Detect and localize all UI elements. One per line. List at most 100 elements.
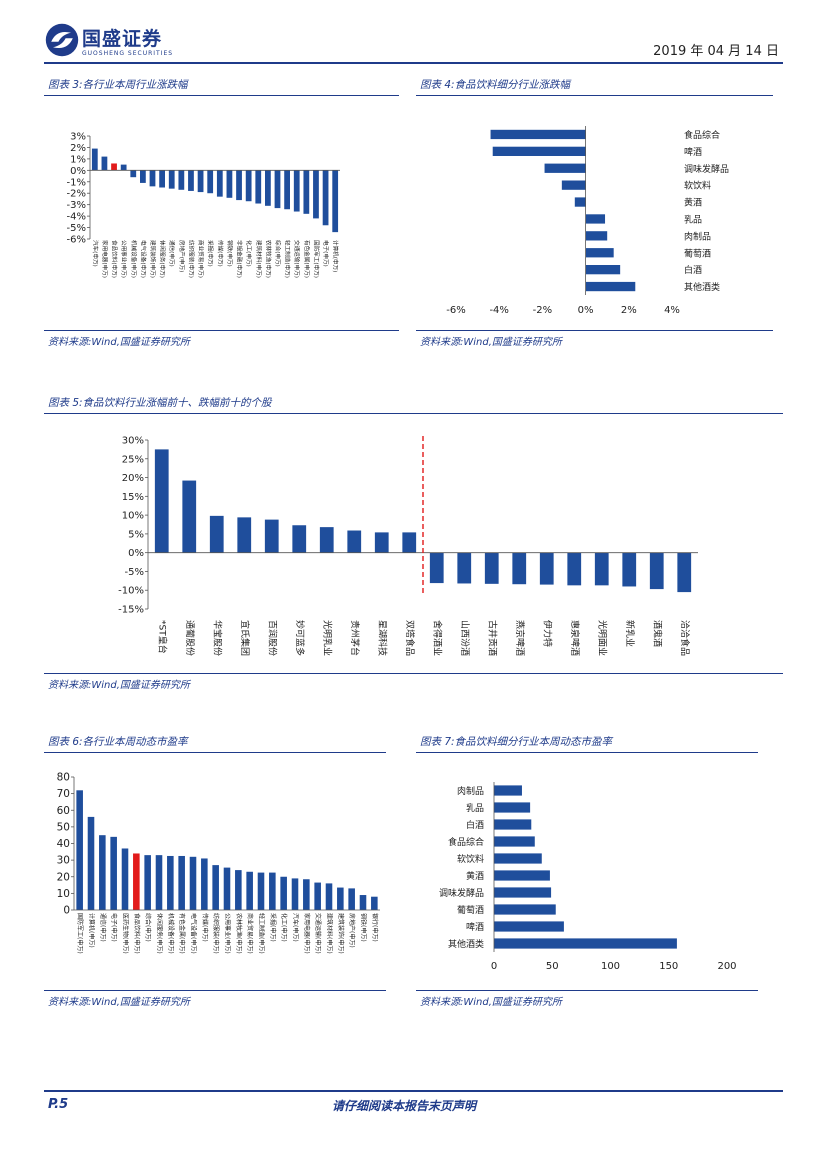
- fig6-caption: 图表 6:各行业本周动态市盈率: [48, 736, 188, 748]
- fig5-category-label: 华宝股份: [211, 620, 223, 656]
- fig5-bottom-rule: [44, 673, 783, 674]
- fig3-bar: [159, 170, 165, 188]
- fig4-bar: [585, 231, 608, 241]
- fig6-ytick-label: 80: [57, 772, 70, 784]
- fig6-category-label: 休闲服务(申万): [156, 913, 164, 954]
- fig4-category-label: 食品综合: [684, 129, 720, 141]
- fig3-bar: [265, 170, 271, 206]
- fig3-bar: [245, 170, 252, 202]
- fig4-category-label: 肉制品: [684, 230, 711, 242]
- fig3-category-label: 休闲服务(申万): [159, 240, 167, 278]
- fig4-category-label: 白酒: [684, 264, 702, 276]
- fig3-bar: [332, 170, 339, 233]
- fig4-bar: [574, 197, 586, 207]
- header-divider: [44, 62, 783, 64]
- report-date: 2019 年 04 月 14 日: [653, 44, 779, 59]
- fig6-chart: 80 70 60 50 40 30 20 10 0 国防军工(申万) 计算机(申万) 通信(申万) 电子…: [57, 772, 380, 954]
- fig5-bar: [154, 449, 169, 553]
- fig6-source: 资料来源:Wind,国盛证券研究所: [48, 997, 190, 1008]
- fig6-bottom-rule: [44, 990, 386, 991]
- fig6-category-label: 银行(申万): [371, 913, 379, 942]
- fig5-chart: 30% 25% 20% 15% 10% 5% 0% -5% -10% -15% *ST皇台 通葡股份 华…: [118, 436, 698, 656]
- fig5-bar: [594, 552, 609, 586]
- fig5-bar: [374, 532, 389, 553]
- fig5-category-label: 山西汾酒: [459, 620, 470, 656]
- fig6-bar: [76, 790, 83, 910]
- fig7-bar: [494, 870, 550, 881]
- fig4-caption: 图表 4:食品饮料细分行业涨跌幅: [420, 79, 571, 91]
- fig7-category-label: 食品综合: [448, 836, 484, 848]
- fig3-bar: [284, 170, 290, 210]
- fig5-bar: [457, 552, 472, 584]
- fig6-category-label: 医药生物(申万): [122, 913, 130, 954]
- fig3-ytick-label: -5%: [67, 223, 86, 234]
- fig3-category-label: 汽车(申万): [91, 240, 99, 267]
- fig3-category-label: 传媒(申万): [216, 240, 224, 267]
- fig7-bar: [494, 938, 677, 949]
- fig6-category-label: 计算机(申万): [88, 913, 96, 948]
- fig6-ytick-label: 0: [63, 905, 70, 917]
- fig7-bar: [494, 887, 552, 898]
- fig7-bar: [494, 904, 556, 915]
- fig6-category-label: 食品饮料(申万): [133, 913, 141, 954]
- fig6-bar: [257, 872, 265, 910]
- fig6-top-rule: [44, 752, 386, 753]
- fig3-chart: 3%2%1%0%-1%-2%-3%-4%-5%-6% 汽车(申万) 家用电器(申万)…: [67, 132, 340, 278]
- fig6-bar: [99, 835, 106, 910]
- brand-subtitle: GUOSHENG SECURITIES: [82, 50, 174, 57]
- fig5-category-label: 双塔食品: [404, 620, 416, 656]
- fig6-category-label: 有色金属(申万): [178, 913, 186, 954]
- fig5-bar: [567, 552, 582, 586]
- fig4-bar: [585, 214, 606, 224]
- fig3-category-label: 纺织服装(申万): [187, 240, 195, 278]
- fig5-bar: [622, 552, 637, 587]
- fig6-bar: [337, 887, 344, 910]
- fig3-category-label: 公用事业(申万): [120, 240, 128, 278]
- fig6-category-label: 钢铁(申万): [360, 913, 368, 942]
- fig6-category-label: 机械设备(申万): [167, 913, 175, 954]
- fig5-category-label: 百润股份: [266, 620, 278, 656]
- fig4-category-label: 调味发酵品: [684, 163, 729, 175]
- fig3-bar: [226, 170, 233, 198]
- fig3-bar: [168, 170, 175, 189]
- fig4-bar: [492, 146, 586, 156]
- fig3-category-label: 农林牧渔(申万): [264, 240, 272, 278]
- fig5-category-label: 光明面业: [596, 620, 608, 656]
- fig5-bar: [182, 480, 197, 553]
- fig6-category-label: 公用事业(申万): [224, 913, 232, 954]
- fig7-category-label: 啤酒: [466, 921, 484, 933]
- fig3-ytick-label: 1%: [70, 154, 86, 165]
- fig6-category-label: 农林牧渔(申万): [235, 913, 243, 954]
- fig6-bar: [178, 855, 185, 910]
- fig5-ytick-label: -10%: [118, 586, 144, 597]
- fig3-ytick-label: 3%: [70, 132, 86, 143]
- fig7-category-label: 其他酒类: [448, 938, 484, 950]
- fig4-xtick-label: -4%: [489, 305, 508, 316]
- fig6-bar: [201, 858, 208, 910]
- fig7-xtick-label: 200: [717, 961, 736, 972]
- fig7-category-label: 软饮料: [457, 853, 484, 865]
- fig7-category-label: 肉制品: [457, 785, 484, 797]
- fig4-category-label: 软饮料: [684, 180, 711, 192]
- fig6-bar: [144, 855, 151, 910]
- fig7-xtick-label: 50: [546, 961, 559, 972]
- fig6-category-label: 电气设备(申万): [190, 913, 198, 954]
- fig7-xtick-label: 150: [659, 961, 678, 972]
- fig6-bar: [303, 879, 310, 910]
- fig5-category-label: 洽洽食品: [679, 620, 691, 656]
- fig3-category-label: 交通运输(申万): [293, 240, 301, 278]
- fig4-bar: [585, 265, 621, 275]
- fig7-bar: [494, 836, 535, 847]
- fig5-ytick-label: 25%: [122, 454, 144, 465]
- fig5-top-rule: [44, 413, 783, 414]
- fig6-category-label: 采掘(申万): [269, 913, 277, 942]
- fig5-ytick-label: 20%: [122, 473, 144, 484]
- fig3-ytick-label: -1%: [67, 177, 86, 188]
- fig5-category-label: 星湖科技: [376, 620, 388, 656]
- fig3-bar: [207, 170, 214, 194]
- fig6-bar: [155, 855, 163, 910]
- fig6-ytick-label: 20: [57, 871, 70, 883]
- fig5-category-label: 燕京啤酒: [514, 620, 526, 656]
- fig3-bar: [178, 170, 185, 190]
